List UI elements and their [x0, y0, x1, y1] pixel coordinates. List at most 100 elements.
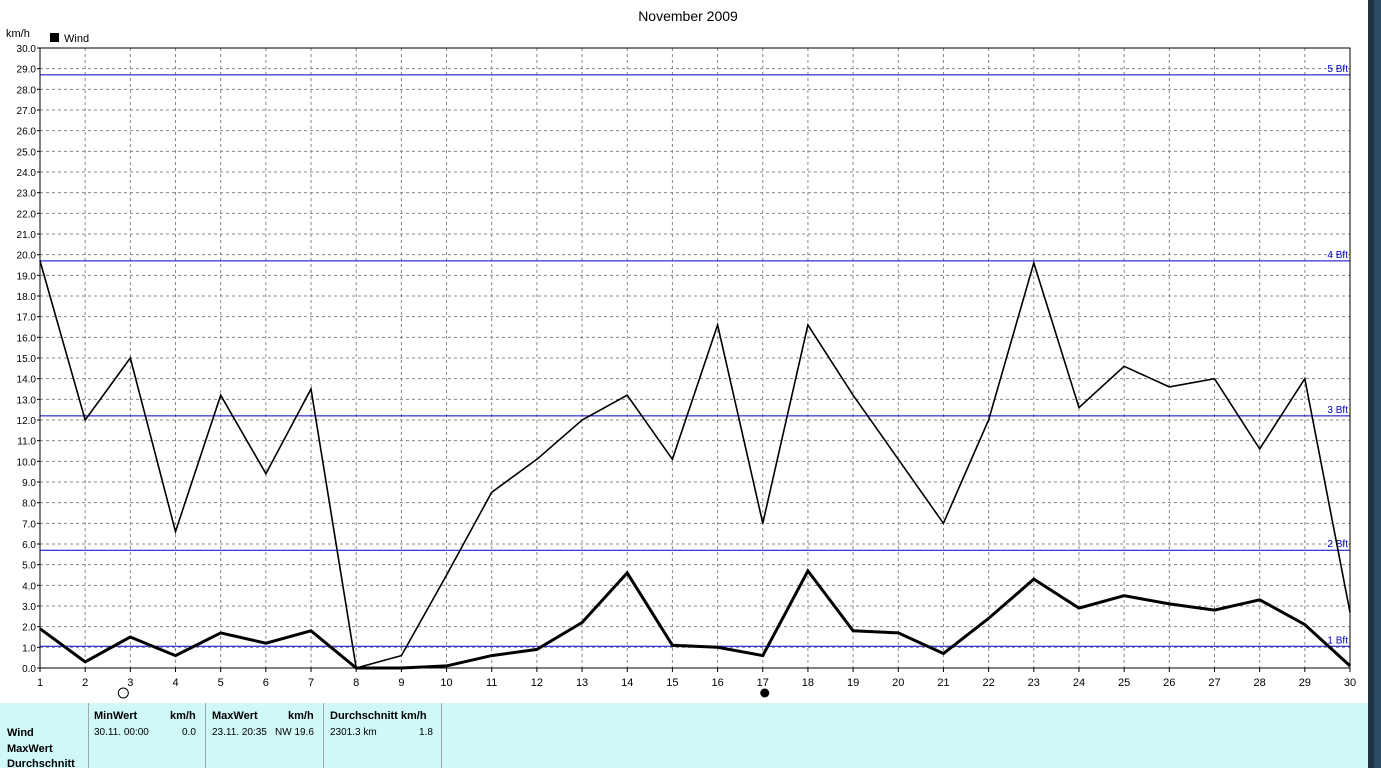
- y-tick-label: 30.0: [17, 44, 37, 55]
- y-tick-label: 19.0: [17, 271, 37, 282]
- new-moon-icon: [760, 688, 770, 698]
- full-moon-icon: [117, 687, 129, 699]
- y-tick-label: 6.0: [22, 540, 36, 551]
- x-axis: 1 2 3 4 5 6 7 8 9 10 11 12 13 14 15 16 17 18 19 20 21 22 23 24 2…: [37, 668, 1356, 689]
- beaufort-label: 3 Bft: [1327, 405, 1348, 416]
- data-point-max: [1078, 407, 1080, 409]
- y-tick-label: 3.0: [22, 602, 36, 613]
- y-tick-label: 24.0: [17, 168, 37, 179]
- min-header: MinWert: [94, 710, 138, 722]
- data-point-average: [988, 617, 990, 620]
- window-edge-inner: [1374, 0, 1381, 768]
- data-point-average: [1213, 609, 1216, 611]
- data-point-max: [626, 394, 628, 396]
- data-point-average: [491, 655, 493, 657]
- row-label-wind: Wind: [7, 727, 34, 739]
- x-tick-label: 3: [127, 677, 133, 689]
- data-point-max: [84, 419, 86, 421]
- x-tick-label: 14: [621, 677, 633, 689]
- series-line-max: [39, 260, 1351, 670]
- y-tick-label: 16.0: [17, 333, 37, 344]
- x-tick-label: 18: [802, 677, 814, 689]
- x-tick-label: 15: [666, 677, 678, 689]
- y-tick-label: 21.0: [17, 230, 37, 241]
- data-point-max: [762, 522, 764, 524]
- data-point-average: [1168, 603, 1170, 605]
- divider: [323, 703, 324, 768]
- data-point-average: [84, 661, 86, 663]
- y-tick-label: 23.0: [17, 189, 37, 200]
- data-point-max: [716, 324, 719, 326]
- data-point-average: [762, 655, 764, 657]
- summary-panel: [0, 703, 1368, 768]
- data-point-average: [626, 572, 628, 574]
- data-point-average: [1304, 624, 1306, 626]
- beaufort-label: 1 Bft: [1327, 635, 1348, 646]
- max-value: NW 19.6: [275, 727, 314, 738]
- x-tick-label: 27: [1208, 677, 1220, 689]
- data-point-average: [807, 570, 809, 572]
- x-tick-label: 25: [1118, 677, 1130, 689]
- data-point-max: [942, 522, 945, 524]
- data-point-average: [671, 644, 674, 646]
- data-point-max: [897, 458, 899, 460]
- data-point-max: [581, 419, 583, 421]
- data-point-max: [1168, 386, 1170, 388]
- beaufort-lines: 1 Bft 2 Bft 3 Bft 4 Bft 5 Bft: [40, 64, 1350, 647]
- chart-title: November 2009: [638, 8, 738, 24]
- y-tick-label: 22.0: [17, 209, 37, 220]
- x-tick-label: 8: [353, 677, 359, 689]
- data-point-average: [942, 652, 945, 655]
- data-point-max: [129, 357, 131, 359]
- x-tick-label: 4: [172, 677, 178, 689]
- data-point-max: [400, 655, 402, 657]
- data-point-max: [265, 473, 267, 475]
- x-tick-label: 13: [576, 677, 588, 689]
- data-point-average: [581, 621, 583, 624]
- y-tick-label: 18.0: [17, 292, 37, 303]
- avg-value: 1.8: [419, 727, 433, 738]
- series-layer: [39, 260, 1352, 670]
- data-point-max: [1213, 378, 1216, 380]
- wind-chart: November 2009 km/h Wind 0.0 1.0 2.0 3.0 4.0 5…: [6, 8, 1356, 699]
- y-tick-label: 0.0: [22, 664, 36, 675]
- divider: [205, 703, 206, 768]
- data-point-average: [129, 636, 131, 638]
- series-line-average: [39, 568, 1352, 670]
- data-point-average: [220, 632, 222, 634]
- x-tick-label: 26: [1163, 677, 1175, 689]
- x-tick-label: 12: [531, 677, 543, 689]
- min-unit: km/h: [170, 710, 196, 722]
- data-point-max: [1033, 262, 1035, 264]
- legend-label: Wind: [64, 33, 89, 45]
- moon-phases: [117, 687, 770, 699]
- avg-distance: 2301.3 km: [330, 727, 377, 738]
- data-point-max: [1259, 448, 1261, 450]
- y-tick-label: 25.0: [17, 147, 37, 158]
- y-tick-label: 2.0: [22, 623, 36, 634]
- divider: [441, 703, 442, 768]
- y-axis-unit: km/h: [6, 28, 30, 40]
- data-point-average: [852, 630, 854, 632]
- max-unit: km/h: [288, 710, 314, 722]
- data-point-max: [1123, 365, 1125, 367]
- y-tick-label: 11.0: [17, 437, 36, 448]
- x-tick-label: 1: [37, 677, 43, 689]
- data-point-average: [174, 655, 177, 657]
- data-point-max: [852, 394, 854, 396]
- data-point-max: [1304, 378, 1306, 380]
- data-point-max: [310, 388, 312, 390]
- x-tick-label: 2: [82, 677, 88, 689]
- data-point-average: [1259, 599, 1261, 601]
- data-point-max: [671, 458, 674, 460]
- y-tick-label: 4.0: [22, 581, 36, 592]
- row-label-max: MaxWert: [7, 743, 53, 755]
- data-point-average: [1033, 578, 1035, 580]
- data-point-average: [310, 630, 312, 632]
- y-tick-label: 12.0: [17, 416, 37, 427]
- x-tick-label: 20: [892, 677, 904, 689]
- y-tick-label: 10.0: [17, 457, 37, 468]
- x-tick-label: 23: [1028, 677, 1040, 689]
- x-tick-label: 17: [757, 677, 769, 689]
- data-point-average: [1078, 607, 1080, 609]
